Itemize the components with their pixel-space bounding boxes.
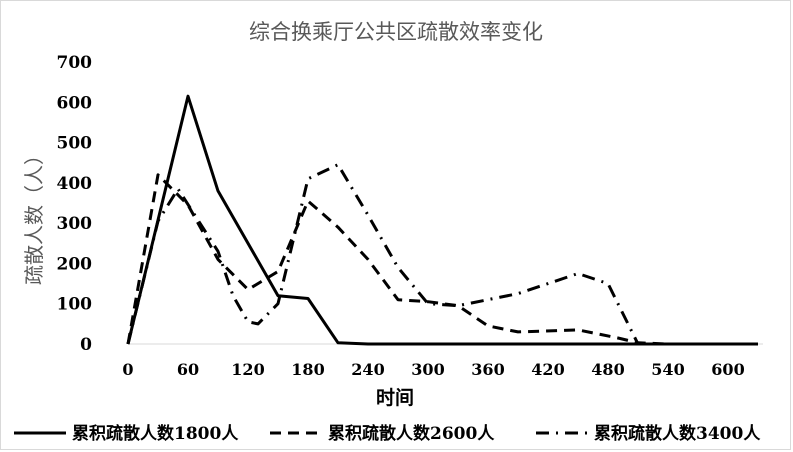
series-line-1 [126, 94, 758, 346]
x-tick-label: 180 [291, 360, 324, 379]
y-axis-label: 疏散人数（人） [22, 145, 46, 285]
legend: 累积疏散人数1800人 累积疏散人数2600人 累积疏散人数3400人 [14, 423, 761, 444]
series-line-3 [126, 163, 758, 346]
x-tick-label: 420 [531, 360, 564, 379]
y-tick-label: 200 [57, 254, 93, 274]
legend-label-1: 累积疏散人数1800人 [72, 423, 239, 444]
x-tick-label: 540 [651, 360, 684, 379]
x-axis-ticks: 0 60 120 180 240 300 360 420 480 540 600 [122, 360, 744, 379]
y-tick-label: 300 [57, 214, 93, 234]
x-tick-label: 600 [711, 360, 744, 379]
x-tick-label: 240 [351, 360, 384, 379]
y-tick-label: 700 [57, 53, 93, 73]
y-tick-label: 500 [57, 134, 93, 154]
x-tick-label: 60 [177, 360, 199, 379]
x-axis-label: 时间 [376, 387, 414, 409]
y-axis-ticks: 0 100 200 300 400 500 600 700 [57, 53, 93, 355]
y-tick-label: 600 [57, 93, 93, 113]
x-tick-label: 120 [231, 360, 264, 379]
chart-title: 综合换乘厅公共区疏散效率变化 [249, 20, 543, 44]
x-tick-label: 300 [411, 360, 444, 379]
y-tick-label: 0 [80, 335, 92, 355]
legend-label-2: 累积疏散人数2600人 [328, 423, 495, 444]
y-tick-label: 400 [57, 174, 93, 194]
x-tick-label: 0 [122, 360, 133, 379]
series-line-2 [126, 173, 758, 346]
x-tick-label: 480 [591, 360, 624, 379]
x-tick-label: 360 [471, 360, 504, 379]
series-layer [126, 94, 758, 346]
legend-label-3: 累积疏散人数3400人 [594, 423, 761, 444]
y-tick-label: 100 [57, 295, 93, 315]
